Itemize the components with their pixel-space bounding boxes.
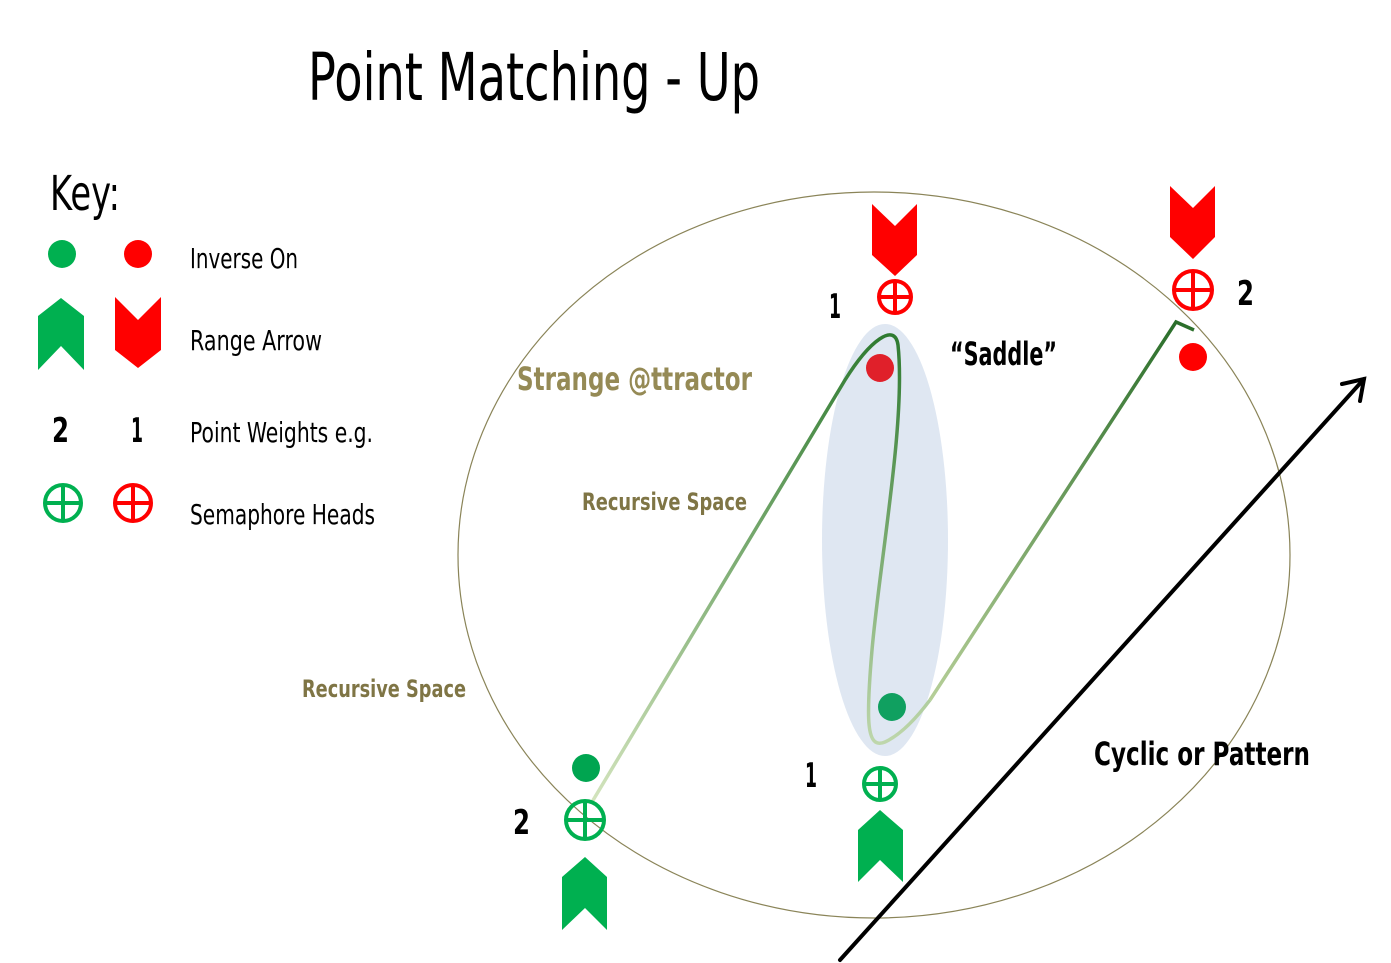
trajectory-right: [928, 319, 1195, 701]
key-label-point-weights: Point Weights e.g.: [190, 416, 373, 449]
green-semaphore-head-icon: [43, 483, 83, 523]
attractor-boundary: [457, 191, 1291, 919]
strange-attractor-label: Strange @ttractor: [517, 360, 752, 398]
red-range-arrow-icon: [1170, 186, 1215, 259]
cyclic-or-pattern-label: Cyclic or Pattern: [1094, 735, 1310, 773]
key-label-semaphore-heads: Semaphore Heads: [190, 498, 375, 531]
weight-example-1: 1: [131, 411, 143, 451]
trajectory-left: [590, 333, 932, 803]
red-semaphore-head-icon: [113, 483, 153, 523]
red-semaphore-head-icon: [1172, 269, 1214, 311]
red-inverse-dot-saddle: [866, 354, 894, 382]
green-inverse-dot-left: [572, 754, 600, 782]
green-semaphore-head-icon: [862, 766, 898, 802]
green-range-arrow-icon: [562, 857, 607, 930]
key-legend: Key: Inverse On Range Arrow 2 1 Point We…: [38, 166, 375, 531]
weight-bottom-middle: 1: [805, 756, 817, 796]
recursive-space-label-upper: Recursive Space: [582, 488, 747, 516]
weight-bottom-left: 2: [513, 803, 530, 843]
green-semaphore-head-icon: [564, 799, 606, 841]
green-range-arrow-icon: [858, 810, 903, 882]
red-range-arrow-icon: [115, 297, 161, 368]
weight-top-right: 2: [1237, 274, 1254, 314]
key-heading: Key:: [50, 166, 120, 222]
red-inverse-dot-right: [1179, 343, 1207, 371]
page-title: Point Matching - Up: [308, 39, 760, 116]
saddle-label: “Saddle”: [950, 335, 1057, 373]
green-range-arrow-icon: [38, 298, 84, 370]
red-inverse-dot-icon: [124, 240, 152, 268]
green-inverse-dot-saddle: [878, 693, 906, 721]
key-label-inverse-on: Inverse On: [190, 242, 298, 275]
recursive-space-label-lower: Recursive Space: [302, 675, 466, 703]
weight-example-2: 2: [52, 411, 69, 451]
red-semaphore-head-icon: [877, 279, 913, 315]
red-range-arrow-icon: [872, 204, 917, 276]
key-label-range-arrow: Range Arrow: [190, 324, 322, 357]
weight-top-middle: 1: [829, 287, 841, 327]
green-inverse-dot-icon: [48, 240, 76, 268]
cyclic-direction-arrow: [838, 376, 1367, 962]
